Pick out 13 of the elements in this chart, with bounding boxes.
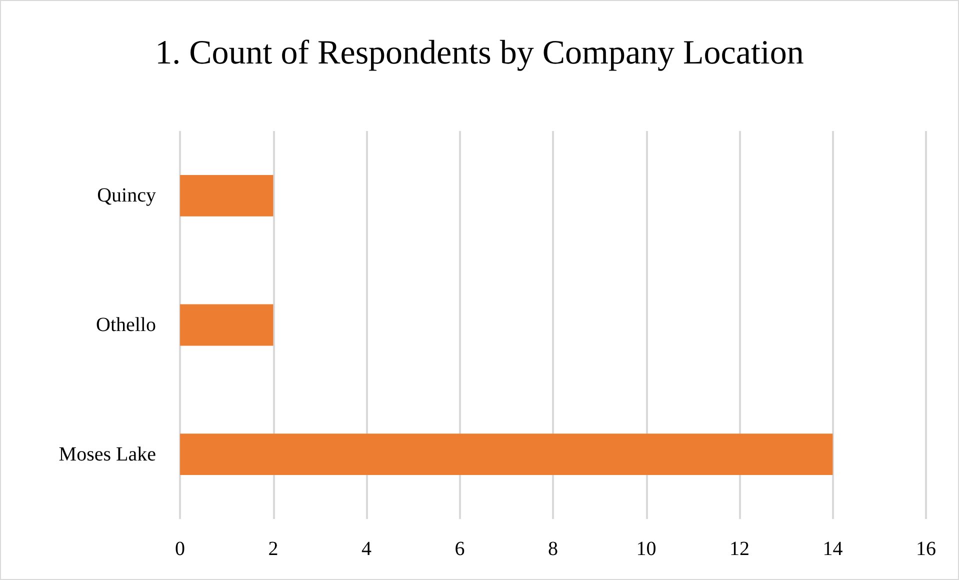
x-tick-label: 8: [548, 538, 558, 560]
x-tick-label: 16: [916, 538, 936, 560]
y-tick-label: Quincy: [97, 184, 156, 207]
x-tick-label: 6: [454, 538, 465, 560]
chart-title: 1. Count of Respondents by Company Location: [155, 34, 804, 72]
x-tick-label: 10: [636, 538, 656, 560]
y-tick-label: Moses Lake: [58, 443, 156, 466]
y-tick-label: Othello: [96, 314, 156, 336]
x-tick-label: 12: [730, 538, 750, 560]
x-tick-label: 0: [175, 538, 185, 560]
x-tick-label: 4: [362, 538, 372, 560]
x-tick-label: 2: [268, 538, 278, 560]
x-tick-label: 14: [822, 538, 843, 560]
